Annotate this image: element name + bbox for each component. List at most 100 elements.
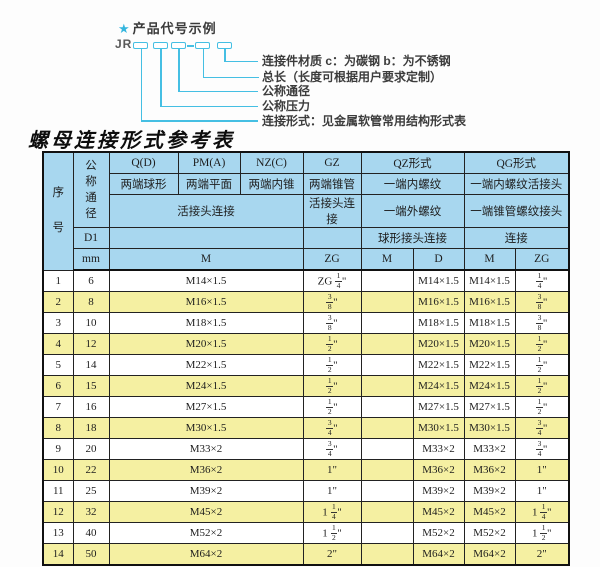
cell-qz-m bbox=[360, 333, 414, 355]
cell-dn: 20 bbox=[72, 438, 110, 460]
cell-no: 11 bbox=[42, 480, 74, 502]
cell-qz-m bbox=[360, 480, 414, 502]
code-label-diameter: 公称通径 bbox=[262, 84, 311, 98]
cell-qg-m: M39×2 bbox=[463, 480, 516, 502]
table-row: 7 16 M27×1.5 1 2 " M27×1.5 M27×1.5 1 2 " bbox=[42, 396, 570, 418]
cell-qg-m: M16×1.5 bbox=[463, 291, 516, 313]
cell-qg-m: M14×1.5 bbox=[463, 269, 516, 292]
cell-m: M22×1.5 bbox=[108, 354, 304, 376]
connector-line bbox=[160, 105, 258, 107]
cell-qg-m: M64×2 bbox=[463, 543, 516, 566]
cell-qg-m: M52×2 bbox=[463, 522, 516, 544]
unit-qz-m: M bbox=[360, 248, 414, 271]
cell-no: 14 bbox=[42, 543, 74, 566]
table-row: 4 12 M20×1.5 1 2 " M20×1.5 M20×1.5 1 2 " bbox=[42, 333, 570, 355]
cell-gz-zg: 1 2 " bbox=[302, 375, 362, 397]
cell-dn: 6 bbox=[72, 269, 110, 292]
cell-qz-d: M22×1.5 bbox=[412, 354, 465, 376]
cell-m: M24×1.5 bbox=[108, 375, 304, 397]
cell-qz-d: M64×2 bbox=[412, 543, 465, 566]
cell-qz-d: M14×1.5 bbox=[412, 269, 465, 292]
cell-m: M27×1.5 bbox=[108, 396, 304, 418]
col-header-nzc: NZ(C) bbox=[239, 151, 304, 174]
cell-dn: 8 bbox=[72, 291, 110, 313]
table-title: 螺母连接形式参考表 bbox=[28, 128, 235, 152]
cell-no: 3 bbox=[42, 312, 74, 334]
cell-qg-m: M22×1.5 bbox=[463, 354, 516, 376]
cell-m: M33×2 bbox=[108, 438, 304, 460]
cell-qg-zg: 1" bbox=[514, 480, 570, 502]
col-header-gz: GZ bbox=[302, 151, 362, 174]
cell-m: M45×2 bbox=[108, 501, 304, 523]
cell-dn: 32 bbox=[72, 501, 110, 523]
table-header: 序号 公称通径 Q(D) PM(A) NZ(C) GZ QZ形式 QG形式 两端… bbox=[42, 151, 570, 271]
cell-qg-m: M33×2 bbox=[463, 438, 516, 460]
subheader-qz-line3: 球形接头连接 bbox=[360, 227, 465, 249]
subheader-qz-line2: 一端外螺纹 bbox=[360, 194, 465, 228]
cell-qz-m bbox=[360, 291, 414, 313]
code-label-pressure: 公称压力 bbox=[262, 99, 311, 113]
col-header-dn: 公称通径 bbox=[72, 151, 110, 228]
cell-qg-m: M36×2 bbox=[463, 459, 516, 481]
cell-no: 13 bbox=[42, 522, 74, 544]
cell-qz-m bbox=[360, 269, 414, 292]
cell-m: M39×2 bbox=[108, 480, 304, 502]
nut-connection-table: 序号 公称通径 Q(D) PM(A) NZ(C) GZ QZ形式 QG形式 两端… bbox=[42, 151, 570, 566]
unit-mm: mm bbox=[72, 248, 110, 271]
code-label-connection: 连接形式：见金属软管常用结构形式表 bbox=[262, 113, 467, 128]
cell-dn: 50 bbox=[72, 543, 110, 566]
cell-m: M18×1.5 bbox=[108, 312, 304, 334]
cell-dn: 25 bbox=[72, 480, 110, 502]
cell-gz-zg: 1 1 2 " bbox=[302, 522, 362, 544]
cell-gz-zg: 3 8 " bbox=[302, 291, 362, 313]
subheader-qd-ends: 两端球形 bbox=[108, 173, 179, 195]
col-header-qd: Q(D) bbox=[108, 151, 179, 174]
code-prefix: JR bbox=[115, 37, 133, 51]
code-box-5 bbox=[216, 42, 232, 49]
table-row: 10 22 M36×2 1" M36×2 M36×2 1" bbox=[42, 459, 570, 481]
code-box-4 bbox=[195, 42, 210, 49]
cell-qz-d: M52×2 bbox=[412, 522, 465, 544]
code-box-3 bbox=[170, 42, 186, 49]
connector-line bbox=[202, 76, 259, 78]
cell-no: 5 bbox=[42, 354, 74, 376]
cell-qz-m bbox=[360, 354, 414, 376]
cell-dn: 12 bbox=[72, 333, 110, 355]
cell-m: M16×1.5 bbox=[108, 291, 304, 313]
cell-qg-zg: 3 4 " bbox=[514, 417, 570, 439]
cell-qz-m bbox=[360, 417, 414, 439]
cell-m: M30×1.5 bbox=[108, 417, 304, 439]
diagram-title: ★ 产品代号示例 bbox=[118, 18, 217, 37]
cell-m: M36×2 bbox=[108, 459, 304, 481]
cell-qg-zg: 1" bbox=[514, 459, 570, 481]
cell-no: 10 bbox=[42, 459, 74, 481]
subheader-blank-gz bbox=[302, 227, 362, 249]
cell-gz-zg: 1 1 4 " bbox=[302, 501, 362, 523]
cell-gz-zg: ZG 1 4 " bbox=[302, 269, 362, 292]
cell-qg-zg: 1 4 " bbox=[514, 269, 570, 292]
subheader-union-connection: 活接头连接 bbox=[108, 194, 304, 228]
cell-qz-d: M18×1.5 bbox=[412, 312, 465, 334]
cell-no: 9 bbox=[42, 438, 74, 460]
table-row: 9 20 M33×2 3 4 " M33×2 M33×2 3 4 " bbox=[42, 438, 570, 460]
connector-line bbox=[178, 49, 180, 92]
table-row: 2 8 M16×1.5 3 8 " M16×1.5 M16×1.5 3 8 " bbox=[42, 291, 570, 313]
cell-m: M64×2 bbox=[108, 543, 304, 566]
cell-qz-d: M27×1.5 bbox=[412, 396, 465, 418]
cell-qz-m bbox=[360, 501, 414, 523]
cell-no: 4 bbox=[42, 333, 74, 355]
cell-qg-zg: 3 4 " bbox=[514, 438, 570, 460]
table-row: 8 18 M30×1.5 3 4 " M30×1.5 M30×1.5 3 4 " bbox=[42, 417, 570, 439]
cell-qz-m bbox=[360, 396, 414, 418]
cell-gz-zg: 1" bbox=[302, 480, 362, 502]
connector-line bbox=[202, 49, 204, 78]
cell-no: 6 bbox=[42, 375, 74, 397]
subheader-gz-ends: 两端锥管 bbox=[302, 173, 362, 195]
cell-dn: 22 bbox=[72, 459, 110, 481]
cell-qg-zg: 3 8 " bbox=[514, 291, 570, 313]
col-header-seq: 序号 bbox=[42, 151, 74, 271]
code-label-material: 连接件材质 c：为碳钢 b：为不锈钢 bbox=[262, 54, 451, 68]
cell-no: 1 bbox=[42, 269, 74, 292]
cell-m: M14×1.5 bbox=[108, 269, 304, 292]
subheader-qg-line1: 一端内螺纹活接头 bbox=[463, 173, 570, 195]
